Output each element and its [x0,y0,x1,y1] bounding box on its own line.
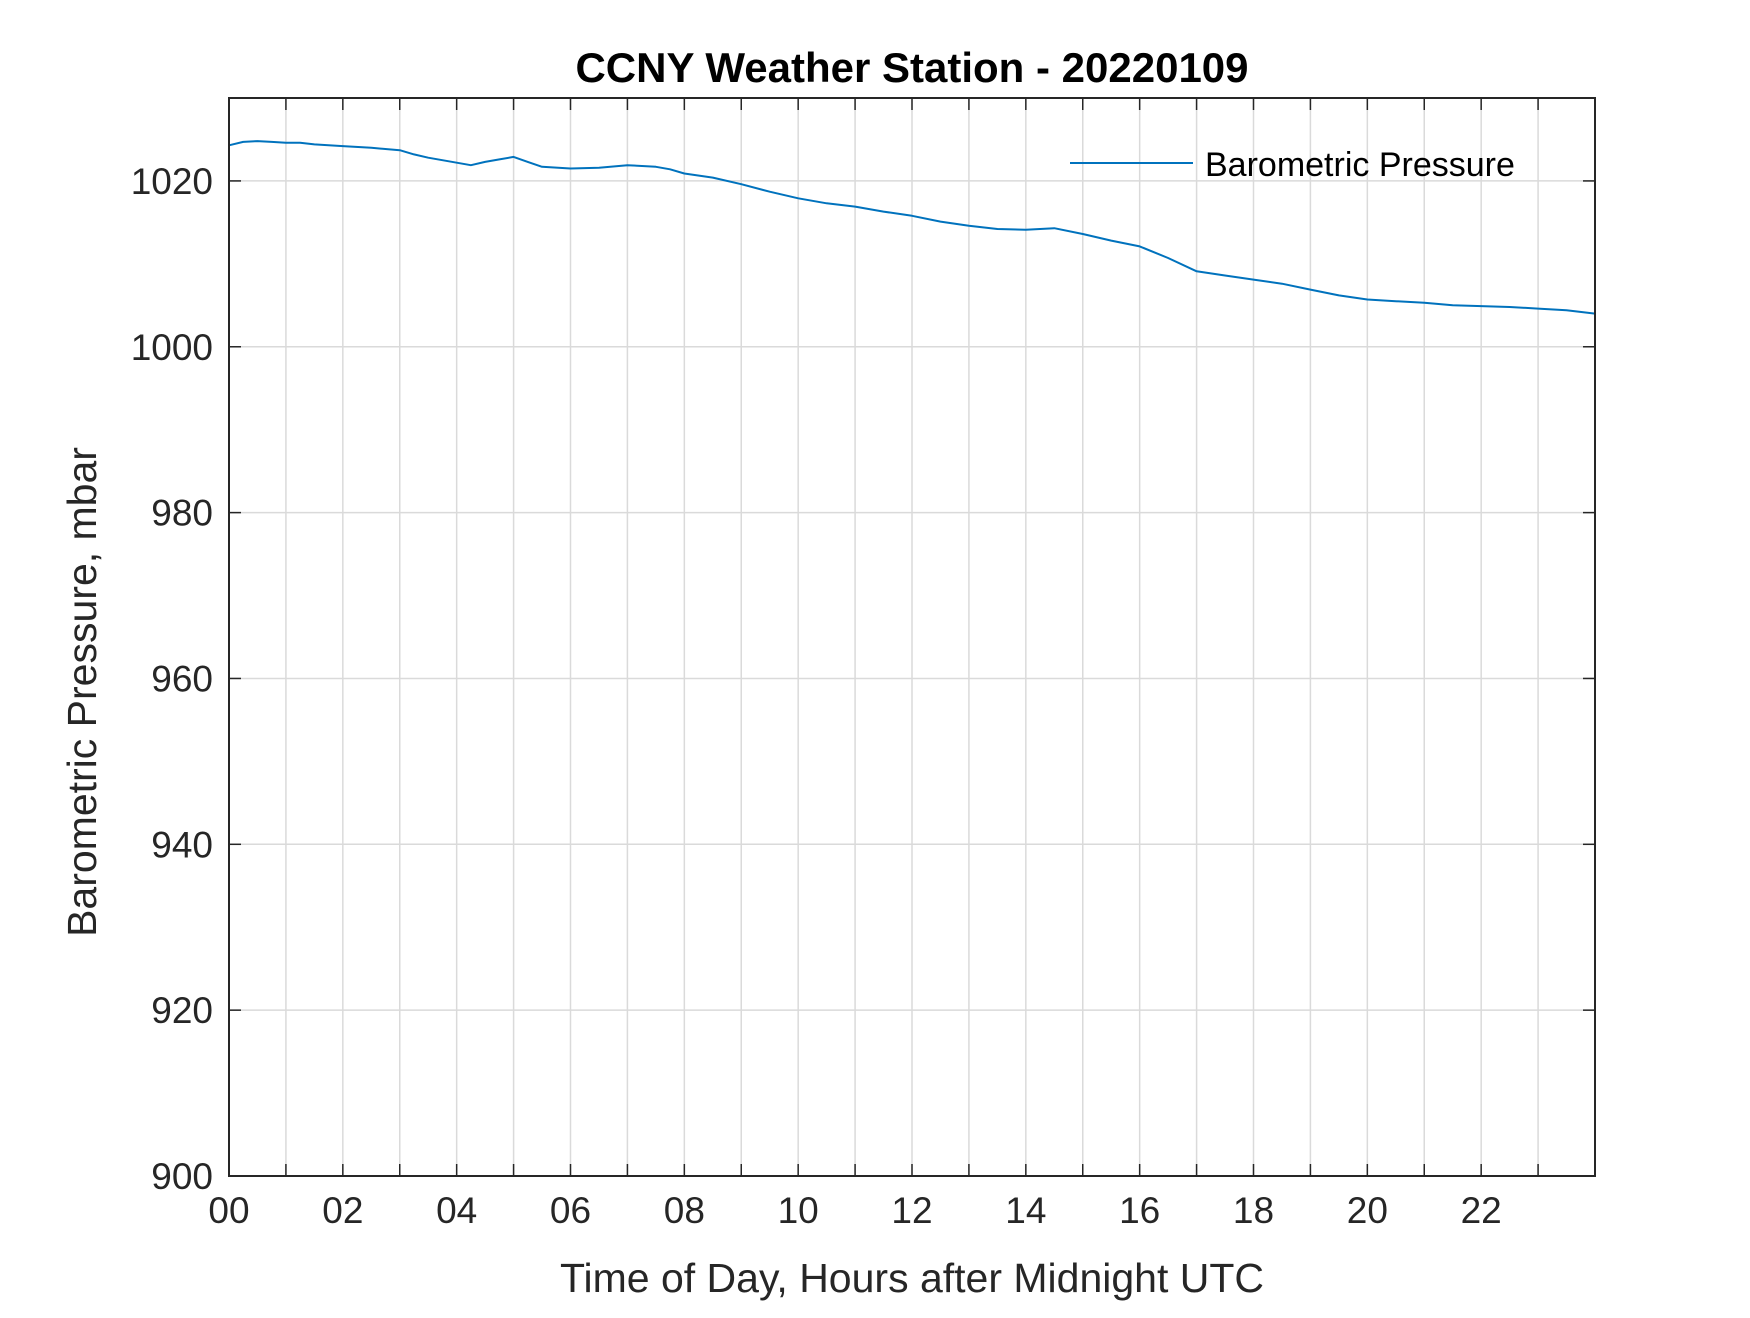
x-tick-label: 22 [1461,1190,1502,1231]
x-axis-label: Time of Day, Hours after Midnight UTC [560,1255,1264,1301]
x-tick-label: 14 [1005,1190,1046,1231]
x-tick-label: 02 [322,1190,363,1231]
x-tick-label: 10 [778,1190,819,1231]
x-tick-label: 12 [891,1190,932,1231]
y-tick-label: 920 [151,990,213,1031]
plot-frame [228,97,1596,1177]
y-tick-label: 960 [151,658,213,699]
legend-label: Barometric Pressure [1205,146,1515,184]
y-tick-label: 1020 [131,161,213,202]
x-tick-label: 18 [1233,1190,1274,1231]
x-tick-label: 20 [1347,1190,1388,1231]
chart-title: CCNY Weather Station - 20220109 [575,44,1248,91]
y-tick-label: 940 [151,824,213,865]
x-tick-labels: 00 02 04 06 08 10 12 14 16 18 20 22 [208,1190,1501,1231]
x-tick-label: 08 [664,1190,705,1231]
series-line-barometric-pressure [228,140,1596,315]
y-tick-label: 1000 [131,327,213,368]
x-tick-label: 04 [436,1190,477,1231]
y-tick-labels: 900 920 940 960 980 1000 1020 [131,161,213,1197]
x-tick-label: 00 [208,1190,249,1231]
x-tick-label: 16 [1119,1190,1160,1231]
legend: Barometric Pressure [1070,146,1515,184]
series-layer [228,140,1596,315]
y-axis-label: Barometric Pressure, mbar [59,447,105,937]
y-tick-label: 980 [151,493,213,534]
x-tick-label: 06 [550,1190,591,1231]
y-tick-label: 900 [151,1156,213,1197]
